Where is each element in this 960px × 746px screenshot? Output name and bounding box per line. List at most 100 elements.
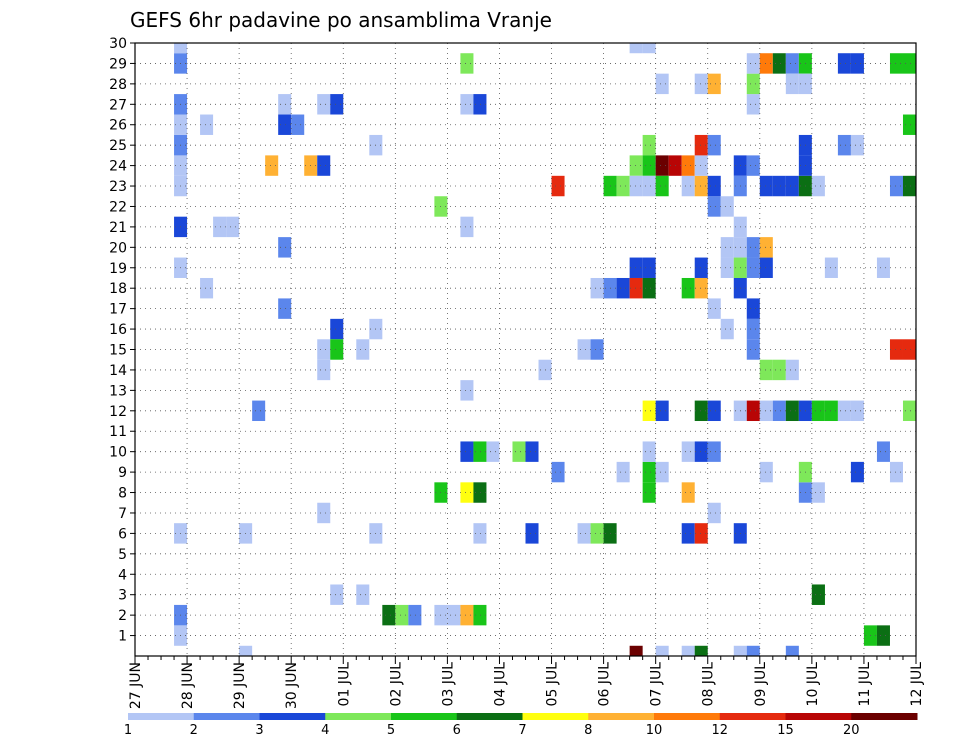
heatmap-cell <box>577 523 591 544</box>
heatmap-cell <box>226 216 240 238</box>
heatmap-cell <box>889 53 903 74</box>
x-tick-label: 04 JUL <box>492 662 508 707</box>
heatmap-cell <box>681 645 695 656</box>
heatmap-cell <box>460 53 474 74</box>
heatmap-cell <box>460 441 474 462</box>
heatmap-cell <box>317 359 331 381</box>
legend-color-swatch <box>588 713 655 720</box>
heatmap-cell <box>850 461 864 483</box>
heatmap-cell <box>642 441 656 462</box>
x-tick-label: 09 JUL <box>753 662 769 707</box>
y-axis: 1234567891011121314151617181920212223242… <box>109 36 135 645</box>
heatmap-cell <box>629 257 643 278</box>
heatmap-cell <box>551 175 565 197</box>
plot-frame <box>134 42 917 657</box>
heatmap-cell <box>642 400 656 422</box>
heatmap-cell <box>850 400 864 422</box>
legend-color-swatch <box>522 713 589 720</box>
heatmap-cell <box>291 114 305 135</box>
heatmap-cell <box>473 604 487 626</box>
legend-label: 15 <box>777 723 794 738</box>
legend-label: 8 <box>584 723 592 738</box>
heatmap-cell <box>239 645 253 656</box>
heatmap-cell <box>694 400 708 422</box>
heatmap-cell <box>785 359 799 381</box>
y-tick-label: 2 <box>118 608 127 624</box>
x-tick-label: 02 JUL <box>388 662 404 707</box>
heatmap-cell <box>850 53 864 74</box>
heatmap-cell <box>759 400 773 422</box>
x-tick-label: 30 JUN <box>284 662 300 709</box>
heatmap-cell <box>317 502 331 524</box>
heatmap-cell <box>759 461 773 483</box>
heatmap-cell <box>213 216 227 238</box>
heatmap-cell <box>759 237 773 258</box>
heatmap-cell <box>850 134 864 156</box>
heatmap-cell <box>811 400 825 422</box>
heatmap-cell <box>837 53 851 74</box>
y-tick-label: 19 <box>109 261 127 277</box>
heatmap-cell <box>746 94 760 115</box>
heatmap-cell <box>629 155 643 176</box>
heatmap-cell <box>720 237 734 258</box>
heatmap-cell <box>655 400 669 422</box>
heatmap-cell <box>655 175 669 197</box>
y-tick-label: 15 <box>109 343 127 359</box>
heatmap-cell <box>590 523 604 544</box>
heatmap-cell <box>694 134 708 156</box>
heatmap-cell <box>642 257 656 278</box>
heatmap-cell <box>707 298 721 319</box>
heatmap-cell <box>447 604 461 626</box>
heatmap-cell <box>720 196 734 217</box>
y-tick-label: 14 <box>109 363 127 379</box>
heatmap-cell <box>356 584 370 605</box>
y-tick-label: 1 <box>118 629 127 645</box>
heatmap-cell <box>200 277 214 299</box>
y-tick-label: 30 <box>109 36 127 52</box>
heatmap-cell <box>746 237 760 258</box>
heatmap-cell <box>785 175 799 197</box>
heatmap-cell <box>330 94 344 115</box>
heatmap-cell <box>720 257 734 278</box>
heatmap-cell <box>681 155 695 176</box>
heatmap-cell <box>577 339 591 360</box>
heatmap-cell <box>460 604 474 626</box>
heatmap-cell <box>317 94 331 115</box>
heatmap-cell <box>772 359 786 381</box>
heatmap-cell <box>720 318 734 340</box>
heatmap-cell <box>525 523 539 544</box>
heatmap-cell <box>629 43 643 54</box>
heatmap-cell <box>707 175 721 197</box>
x-tick-label: 10 JUL <box>805 662 821 707</box>
y-tick-label: 7 <box>118 506 127 522</box>
heatmap-cell <box>590 277 604 299</box>
y-tick-label: 4 <box>118 567 127 583</box>
x-tick-label: 29 JUN <box>232 662 248 709</box>
heatmap-cell <box>772 53 786 74</box>
y-tick-label: 9 <box>118 465 127 481</box>
y-tick-label: 13 <box>109 383 127 399</box>
legend-color-swatch <box>654 713 721 720</box>
heatmap-cell <box>681 175 695 197</box>
heatmap-cell <box>694 645 708 656</box>
y-tick-label: 27 <box>109 97 127 113</box>
heatmap-cell <box>655 73 669 95</box>
y-tick-label: 23 <box>109 179 127 195</box>
heatmap-cell <box>590 339 604 360</box>
heatmap-cell <box>876 441 890 462</box>
heatmap-cell <box>473 441 487 462</box>
heatmap-cell <box>616 461 630 483</box>
heatmap-cell <box>746 53 760 74</box>
heatmap-cell <box>473 523 487 544</box>
y-tick-label: 29 <box>109 56 127 72</box>
heatmap-cell <box>746 155 760 176</box>
heatmap-cell <box>759 257 773 278</box>
x-tick-label: 05 JUL <box>545 662 561 707</box>
heatmap-cell <box>785 53 799 74</box>
legend-color-swatch <box>193 713 260 720</box>
heatmap-cell <box>616 175 630 197</box>
legend-color-swatch <box>719 713 786 720</box>
y-tick-label: 3 <box>118 588 127 604</box>
x-tick-label: 07 JUL <box>649 662 665 707</box>
